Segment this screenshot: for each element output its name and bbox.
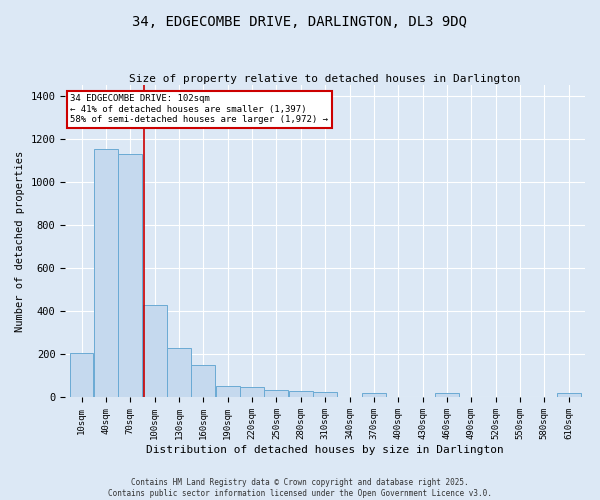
Bar [70, 354, 94, 398]
Title: Size of property relative to detached houses in Darlington: Size of property relative to detached ho… [130, 74, 521, 84]
Bar [240, 386, 264, 398]
Bar [313, 392, 337, 398]
Bar [94, 150, 118, 398]
Y-axis label: Number of detached properties: Number of detached properties [15, 150, 25, 332]
Bar [362, 393, 386, 398]
Bar [191, 365, 215, 398]
X-axis label: Distribution of detached houses by size in Darlington: Distribution of detached houses by size … [146, 445, 504, 455]
Bar [216, 386, 239, 398]
Bar [143, 304, 167, 398]
Text: Contains HM Land Registry data © Crown copyright and database right 2025.
Contai: Contains HM Land Registry data © Crown c… [108, 478, 492, 498]
Text: 34 EDGECOMBE DRIVE: 102sqm
← 41% of detached houses are smaller (1,397)
58% of s: 34 EDGECOMBE DRIVE: 102sqm ← 41% of deta… [70, 94, 328, 124]
Bar [289, 391, 313, 398]
Bar [435, 393, 459, 398]
Bar [265, 390, 289, 398]
Bar [118, 154, 142, 398]
Bar [557, 393, 581, 398]
Bar [167, 348, 191, 398]
Text: 34, EDGECOMBE DRIVE, DARLINGTON, DL3 9DQ: 34, EDGECOMBE DRIVE, DARLINGTON, DL3 9DQ [133, 15, 467, 29]
